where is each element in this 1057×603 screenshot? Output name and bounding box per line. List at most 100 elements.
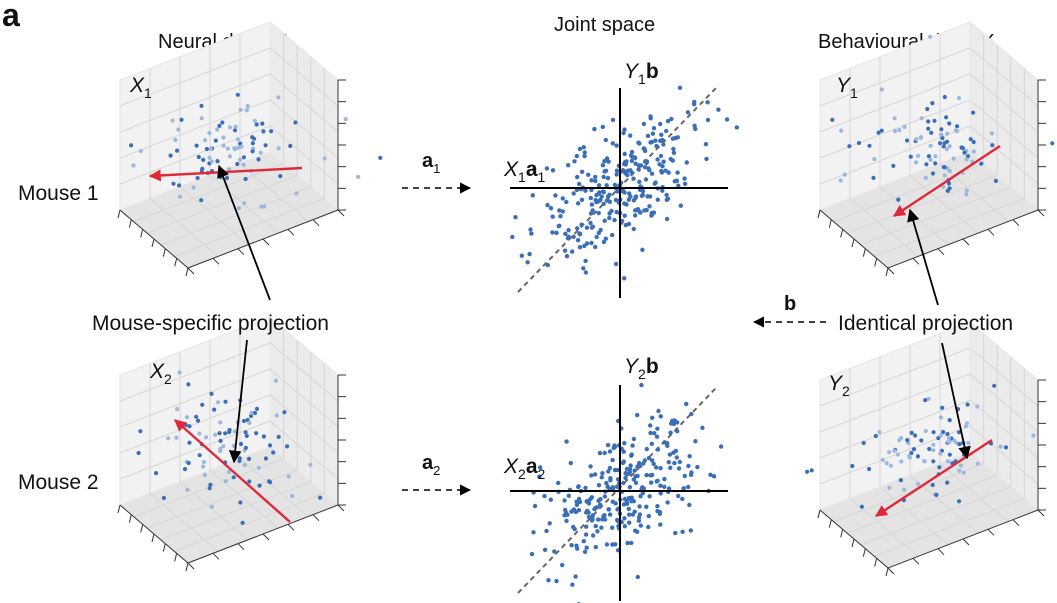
cube-data-point [971,110,976,115]
cube-label-x2: X2 [149,360,172,387]
cube-data-point [267,479,272,484]
joint-data-point [628,133,633,138]
joint-data-point [596,183,602,188]
cube-grid-line [874,497,1025,557]
cube-data-point [861,440,866,446]
cube-axis-tick [987,228,995,236]
joint-data-point [678,203,683,208]
cube-grid-line [119,420,339,480]
cube-data-point [232,128,238,133]
joint-data-point [627,485,633,490]
cube-data-point [965,402,970,407]
cube-data-point [942,173,947,178]
cube-data-point [178,194,183,199]
cube-data-point [263,456,268,461]
joint-data-point [718,444,724,449]
cube-grid-line [833,463,984,523]
joint-data-point [564,518,569,523]
cube-data-point [227,125,232,130]
joint-data-point [602,169,607,174]
cube-axis-tick [237,248,245,256]
joint-data-point [653,138,658,143]
joint-data-point [646,524,651,530]
cube-data-point [207,486,212,491]
joint-data-point [589,240,594,246]
joint-data-point [545,202,550,208]
cube-data-point [933,154,938,159]
joint-data-point [686,463,691,469]
cube-data-point [184,415,190,420]
row-label-mouse-2: Mouse 2 [18,471,99,494]
cube-data-point [968,137,973,142]
joint-data-point [612,217,617,223]
joint-data-point [581,539,586,544]
cube-data-point [971,139,976,145]
joint-data-point [646,455,652,461]
joint-top-axis-label-x1a1: X1a1 [503,158,546,185]
joint-data-point [633,195,638,200]
joint-data-point [510,234,515,240]
joint-data-point [577,146,583,152]
joint-data-point [627,512,632,517]
cube-data-point [261,129,266,134]
joint-data-point [590,224,595,229]
cube-data-point [138,429,143,434]
joint-data-point [584,225,590,230]
joint-data-point [649,213,654,218]
joint-data-point [642,458,647,463]
joint-data-point [621,502,627,507]
cube-data-point [876,130,881,135]
cube-data-point [161,495,166,501]
joint-data-point [654,465,659,470]
cube-data-point [233,124,238,129]
joint-data-point [647,494,652,499]
joint-data-point [583,532,589,537]
joint-data-point [519,253,524,258]
cube-data-point [913,433,918,438]
joint-data-point [607,465,613,471]
joint-data-point [686,484,691,490]
joint-data-point [564,254,570,259]
joint-data-point [666,486,672,491]
joint-data-point [624,159,629,164]
joint-data-point [582,243,587,249]
joint-data-point [629,149,635,155]
joint-diagonal-line [517,386,718,594]
joint-data-point [583,188,588,193]
joint-data-point [667,452,673,457]
cube-data-point [902,124,907,129]
cube-grid-line [239,163,309,222]
cube-data-point [199,116,204,121]
cube-data-point [232,429,237,434]
joint-data-point [600,163,606,168]
cube-data-point [926,119,931,124]
cube-data-point [269,129,274,134]
joint-data-point [623,475,628,481]
cube-data-point [941,144,946,149]
joint-data-point [581,266,586,271]
cube-data-point [942,94,947,100]
joint-data-point [655,504,660,509]
joint-data-point [576,201,581,206]
joint-data-point [669,116,674,122]
joint-data-point [629,158,635,163]
cube-grid-line [847,474,998,534]
joint-data-point [596,483,602,488]
joint-data-point [545,262,550,268]
joint-data-point [621,459,626,464]
joint-data-point [613,501,618,506]
joint-data-point [622,213,627,218]
cube-data-point [892,448,897,453]
joint-data-point [635,412,640,418]
cube-label-x1: X1 [129,74,152,101]
joint-data-point [658,414,663,419]
cube-axis-tick [937,548,945,556]
cube-data-point [942,165,947,170]
joint-data-point [537,474,542,479]
cube-data-point [182,467,188,472]
cube-data-point [938,451,943,456]
cube-data-point [263,143,268,148]
cube-axis-tick [212,257,220,265]
joint-data-point [622,496,628,502]
cube-data-point [187,440,192,445]
